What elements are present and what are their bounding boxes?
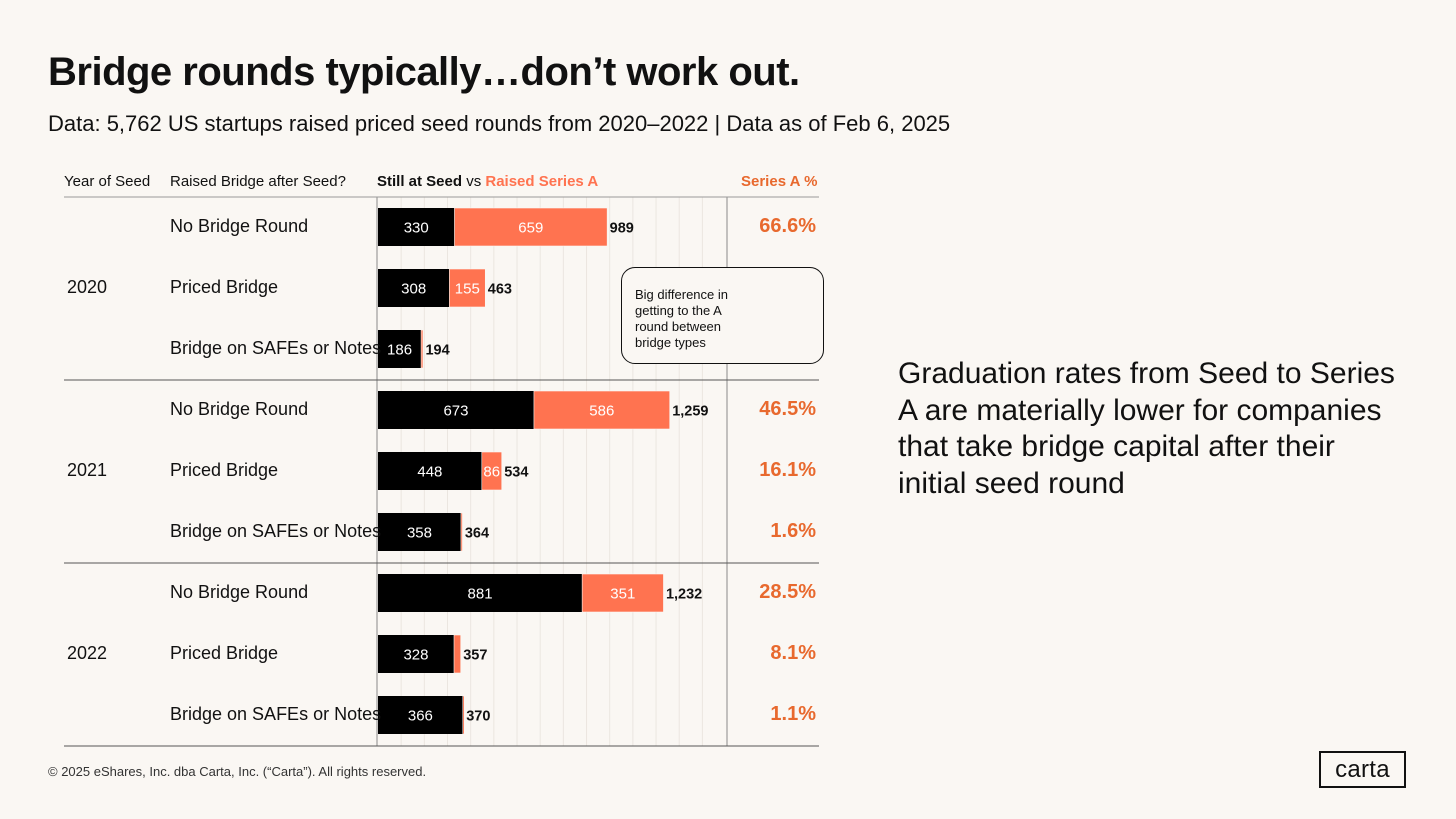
- series-a-pct-3: 46.5%: [759, 398, 816, 420]
- series-a-pct-0: 66.6%: [759, 215, 816, 237]
- row-label-6: No Bridge Round: [170, 582, 309, 602]
- header-legend: Still at Seed vs Raised Series A: [377, 173, 598, 190]
- row-label-0: No Bridge Round: [170, 216, 309, 236]
- bar-label-still: 328: [403, 647, 428, 664]
- legend-still-at-seed: Still at Seed: [377, 173, 463, 190]
- bar-still-at-seed: [378, 635, 454, 673]
- bar-raised-series-a: [420, 329, 424, 369]
- bar-label-raised: 659: [518, 220, 543, 237]
- header-series-a-pct: Series A %: [741, 173, 818, 190]
- bar-label-still: 448: [417, 464, 442, 481]
- bar-total-label: 357: [463, 648, 487, 664]
- bar-total-label: 1,232: [666, 587, 702, 603]
- copyright-footer: © 2025 eShares, Inc. dba Carta, Inc. (“C…: [48, 764, 427, 779]
- bar-still-at-seed: [378, 696, 463, 734]
- bar-raised-series-a: [449, 268, 486, 308]
- page-subtitle: Data: 5,762 US startups raised priced se…: [48, 111, 951, 136]
- bar-label-still: 308: [401, 281, 426, 298]
- header-raised-bridge: Raised Bridge after Seed?: [170, 173, 346, 190]
- row-label-7: Priced Bridge: [170, 643, 279, 663]
- bar-label-raised: 155: [455, 281, 480, 298]
- bar-label-still: 358: [407, 525, 432, 542]
- bar-raised-series-a: [453, 634, 462, 674]
- callout-text: Graduation rates from Seed to Series A a…: [898, 357, 1395, 500]
- bar-still-at-seed: [378, 391, 534, 429]
- bar-total-label: 364: [465, 526, 489, 542]
- bar-label-still: 330: [404, 220, 429, 237]
- bar-still-at-seed: [378, 574, 583, 612]
- row-label-8: Bridge on SAFEs or Notes: [170, 704, 382, 724]
- legend-vs: vs: [466, 173, 482, 190]
- bar-raised-series-a: [462, 695, 465, 735]
- bar-raised-series-a: [581, 573, 664, 613]
- year-label-2: 2022: [67, 643, 108, 663]
- annotation-box: Big difference in getting to the A round…: [621, 267, 824, 364]
- header-year-of-seed: Year of Seed: [64, 173, 151, 190]
- bar-still-at-seed: [378, 208, 455, 246]
- year-label-1: 2021: [67, 460, 108, 480]
- bar-raised-series-a: [481, 451, 503, 491]
- bar-raised-series-a: [533, 390, 671, 430]
- row-label-3: No Bridge Round: [170, 399, 309, 419]
- bar-still-at-seed: [378, 330, 422, 368]
- bar-raised-series-a: [460, 512, 463, 552]
- row-label-2: Bridge on SAFEs or Notes: [170, 338, 382, 358]
- bar-total-label: 370: [466, 709, 490, 725]
- bar-label-still: 366: [408, 708, 433, 725]
- bar-total-label: 534: [504, 465, 528, 481]
- annotation-text: Big difference in getting to the A round…: [635, 287, 728, 350]
- bar-total-label: 989: [610, 221, 634, 237]
- bar-total-label: 194: [425, 343, 449, 359]
- page-title: Bridge rounds typically…don’t work out.: [48, 50, 800, 94]
- bar-label-raised: 586: [589, 403, 614, 420]
- series-a-pct-8: 1.1%: [770, 703, 816, 725]
- series-a-pct-7: 8.1%: [770, 642, 816, 664]
- year-label-0: 2020: [67, 277, 108, 297]
- bar-label-still: 186: [387, 342, 412, 359]
- bar-still-at-seed: [378, 269, 450, 307]
- series-a-pct-5: 1.6%: [770, 520, 816, 542]
- bar-still-at-seed: [378, 452, 482, 490]
- row-label-1: Priced Bridge: [170, 277, 279, 297]
- bar-total-label: 1,259: [672, 404, 708, 420]
- bar-label-still: 673: [443, 403, 468, 420]
- bar-still-at-seed: [378, 513, 461, 551]
- bar-label-still: 881: [468, 586, 493, 603]
- row-label-4: Priced Bridge: [170, 460, 279, 480]
- bar-total-label: 463: [488, 282, 512, 298]
- series-a-pct-4: 16.1%: [759, 459, 816, 481]
- legend-raised-series-a: Raised Series A: [485, 173, 599, 190]
- bar-label-raised: 351: [610, 586, 635, 603]
- bar-raised-series-a: [454, 207, 608, 247]
- series-a-pct-6: 28.5%: [759, 581, 816, 603]
- carta-logo: carta: [1319, 751, 1406, 788]
- row-label-5: Bridge on SAFEs or Notes: [170, 521, 382, 541]
- bar-label-raised: 86: [483, 464, 500, 481]
